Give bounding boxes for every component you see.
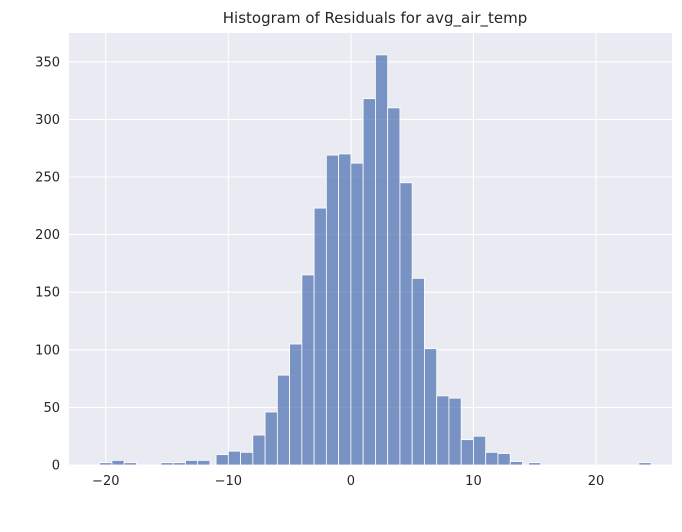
histogram-bar: [638, 462, 652, 466]
histogram-bar: [473, 435, 487, 466]
histogram-bar: [509, 461, 523, 466]
histogram-bar: [448, 397, 462, 466]
histogram-bar: [375, 54, 389, 466]
histogram-bar: [497, 453, 511, 466]
y-tick-label: 200: [35, 228, 60, 243]
x-axis-tick-labels: −20 −10 0 10 20: [92, 474, 604, 489]
y-tick-label: 50: [43, 401, 60, 416]
histogram-bar: [240, 451, 254, 466]
histogram-bar: [350, 162, 364, 466]
x-tick-label: 10: [465, 474, 482, 489]
histogram-bar: [276, 374, 291, 466]
y-tick-label: 350: [35, 55, 60, 70]
histogram-bar: [436, 395, 450, 466]
histogram-bar: [338, 153, 352, 466]
histogram-bar: [99, 462, 113, 466]
histogram-bar: [424, 348, 438, 466]
histogram-bar: [460, 439, 474, 466]
histogram-bar: [197, 459, 211, 466]
y-tick-label: 300: [35, 113, 60, 128]
x-tick-label: −10: [215, 474, 242, 489]
histogram-bar: [411, 277, 425, 466]
histogram-bar: [528, 462, 542, 466]
histogram-bar: [172, 462, 186, 466]
histogram-bar: [289, 343, 303, 466]
x-tick-label: 20: [588, 474, 605, 489]
histogram-bar: [123, 462, 137, 466]
histogram-bar: [325, 154, 340, 466]
histogram-bar: [215, 454, 229, 466]
histogram-bars: [99, 54, 652, 466]
histogram-bar: [387, 107, 401, 466]
y-axis-tick-labels: 0 50 100 150 200 250 300 350: [35, 55, 60, 473]
histogram-bar: [313, 207, 327, 466]
histogram-bar: [227, 450, 241, 466]
y-tick-label: 100: [35, 343, 60, 358]
histogram-bar: [362, 98, 376, 466]
histogram-bar: [185, 459, 199, 466]
histogram-bar: [160, 462, 174, 466]
y-tick-label: 250: [35, 171, 60, 186]
histogram-bar: [301, 274, 315, 466]
chart-title: Histogram of Residuals for avg_air_temp: [223, 9, 528, 28]
histogram-bar: [252, 434, 266, 466]
histogram-bar: [264, 411, 278, 466]
x-tick-label: −20: [92, 474, 119, 489]
y-tick-label: 0: [52, 459, 60, 474]
histogram-bar: [485, 451, 499, 466]
histogram-bar: [111, 459, 125, 466]
x-tick-label: 0: [347, 474, 355, 489]
y-tick-label: 150: [35, 286, 60, 301]
histogram-bar: [399, 182, 413, 466]
